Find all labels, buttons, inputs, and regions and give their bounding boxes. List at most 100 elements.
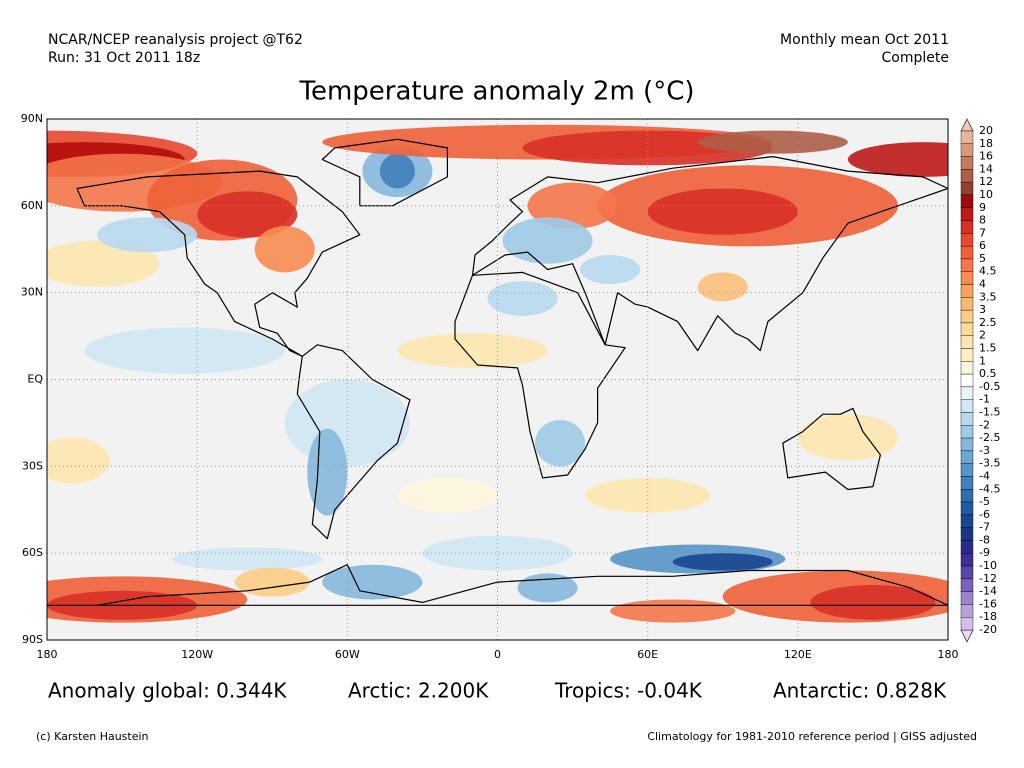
anomaly-area <box>647 188 798 235</box>
colorbar-label: 1.5 <box>979 342 997 355</box>
coastline <box>76 170 361 357</box>
stat: Arctic: 2.200K <box>348 679 489 703</box>
colorbar-box <box>960 476 974 490</box>
colorbar-end <box>960 629 974 643</box>
stat: Antarctic: 0.828K <box>773 679 947 703</box>
colorbar-box <box>960 412 974 426</box>
colorbar-box <box>960 143 974 157</box>
colorbar-label: 2 <box>979 329 986 342</box>
colorbar-box <box>960 258 974 272</box>
anomaly-area <box>502 217 593 264</box>
colorbar-box <box>960 425 974 439</box>
colorbar-label: 4 <box>979 278 986 291</box>
anomaly-area <box>322 564 423 600</box>
colorbar: 201816141210987654.543.532.521.510.5-0.5… <box>960 118 1000 643</box>
colorbar-box <box>960 578 974 592</box>
colorbar-box <box>960 565 974 580</box>
colorbar-box <box>960 437 974 452</box>
lon-label: 180 <box>37 648 58 661</box>
anomaly-area <box>47 437 110 484</box>
colorbar-box <box>960 591 974 605</box>
anomaly-area <box>197 191 298 238</box>
anomaly-area <box>84 327 285 374</box>
anomaly-area <box>580 255 641 284</box>
note: Climatology for 1981-2010 reference peri… <box>647 730 977 743</box>
map-frame <box>46 118 949 641</box>
colorbar-box <box>960 156 974 170</box>
colorbar-box <box>960 309 974 324</box>
lat-label: 30S <box>22 459 43 472</box>
colorbar-label: -1.5 <box>979 405 1000 418</box>
lon-label: 0 <box>494 648 501 661</box>
colorbar-box <box>960 373 974 388</box>
colorbar-label: 1 <box>979 354 986 367</box>
colorbar-label: -5 <box>979 495 990 508</box>
anomaly-area <box>487 281 558 316</box>
colorbar-label: 20 <box>979 124 993 137</box>
anomaly-area <box>697 272 748 302</box>
colorbar-label: 4.5 <box>979 265 997 278</box>
title: Temperature anomaly 2m (°C) <box>299 77 695 107</box>
status: Complete <box>882 50 949 66</box>
anomaly-area <box>254 226 315 273</box>
colorbar-box <box>960 348 974 362</box>
coastline <box>454 271 626 479</box>
colorbar-label: -6 <box>979 508 990 521</box>
colorbar-box <box>960 322 974 336</box>
colorbar-label: 12 <box>979 175 993 188</box>
colorbar-box <box>960 501 974 516</box>
lon-label: 60E <box>637 648 658 661</box>
colorbar-label: -3.5 <box>979 457 1000 470</box>
colorbar-label: 18 <box>979 137 993 150</box>
coastline <box>296 344 411 540</box>
anomaly-area <box>284 379 410 467</box>
anomaly-area <box>697 130 848 154</box>
colorbar-box <box>960 527 974 541</box>
colorbar-label: 10 <box>979 188 993 201</box>
lon-label: 120W <box>181 648 213 661</box>
colorbar-label: -2 <box>979 418 990 431</box>
anomaly-area <box>97 217 198 253</box>
run: Run: 31 Oct 2011 18z <box>48 50 200 66</box>
colorbar-label: -9 <box>979 546 990 559</box>
colorbar-box <box>960 207 974 221</box>
colorbar-box <box>960 514 974 528</box>
colorbar-box <box>960 245 974 260</box>
colorbar-box <box>960 540 974 554</box>
lat-label: 90S <box>22 633 43 646</box>
colorbar-end <box>960 118 974 132</box>
colorbar-box <box>960 386 974 400</box>
colorbar-label: -14 <box>979 585 997 598</box>
colorbar-label: 7 <box>979 226 986 239</box>
colorbar-label: 9 <box>979 201 986 214</box>
anomaly-area <box>397 477 498 513</box>
anomaly-area <box>535 420 586 467</box>
colorbar-label: 3.5 <box>979 290 997 303</box>
colorbar-label: -8 <box>979 533 990 546</box>
colorbar-box <box>960 220 974 234</box>
colorbar-label: -20 <box>979 623 997 636</box>
colorbar-label: 14 <box>979 162 993 175</box>
lon-label: 60W <box>335 648 360 661</box>
colorbar-box <box>960 450 974 464</box>
colorbar-box <box>960 284 974 298</box>
anomaly-area <box>397 333 548 368</box>
colorbar-label: -4.5 <box>979 482 1000 495</box>
lat-label: 90N <box>21 112 43 125</box>
colorbar-box <box>960 361 974 375</box>
colorbar-label: -12 <box>979 572 997 585</box>
colorbar-label: 2.5 <box>979 316 997 329</box>
colorbar-box <box>960 399 974 413</box>
colorbar-box <box>960 271 974 285</box>
lat-label: EQ <box>27 373 43 386</box>
colorbar-label: -18 <box>979 610 997 623</box>
anomaly-area <box>610 599 736 623</box>
anomaly-area <box>527 182 618 229</box>
anomaly-area <box>307 428 348 516</box>
anomaly-area <box>47 240 160 287</box>
colorbar-label: 6 <box>979 239 986 252</box>
colorbar-label: 16 <box>979 150 993 163</box>
colorbar-box <box>960 604 974 618</box>
colorbar-box <box>960 489 974 503</box>
colorbar-box <box>960 463 974 477</box>
